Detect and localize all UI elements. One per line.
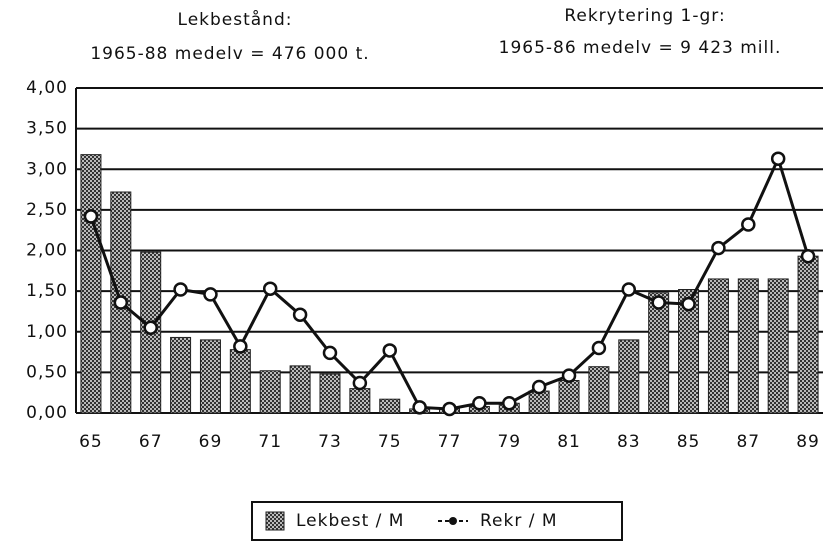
bar	[618, 339, 640, 414]
bar	[379, 398, 401, 414]
bar	[588, 366, 610, 414]
marker	[621, 282, 637, 297]
marker	[382, 343, 397, 358]
bar	[767, 278, 789, 414]
x-tick-label: 79	[497, 432, 521, 452]
marker	[651, 295, 666, 310]
marker	[442, 401, 457, 417]
bar	[319, 373, 341, 414]
x-tick-label: 75	[378, 432, 402, 452]
x-tick-label: 77	[438, 432, 462, 452]
bar	[528, 390, 550, 414]
x-tick-label: 65	[79, 432, 103, 452]
x-tick-label: 85	[677, 432, 701, 452]
bar	[229, 349, 251, 414]
x-tick-label: 71	[258, 432, 282, 452]
marker	[113, 295, 129, 310]
marker	[681, 296, 696, 312]
x-tick-label: 67	[139, 432, 163, 452]
bar	[199, 339, 221, 414]
marker	[292, 307, 308, 322]
marker	[770, 151, 786, 166]
bar	[170, 336, 192, 414]
annotation: Lekbestånd:	[178, 9, 293, 30]
bar	[349, 388, 371, 414]
legend-swatch	[449, 517, 457, 525]
x-tick-label: 89	[796, 432, 820, 452]
y-tick-label: 1,00	[26, 322, 68, 342]
bar	[648, 292, 670, 414]
annotation: 1965-88 medelv = 476 000 t.	[90, 44, 369, 64]
bar	[289, 365, 311, 414]
y-tick-label: 3,00	[26, 159, 68, 179]
y-tick-label: 0,00	[26, 403, 68, 423]
marker	[591, 340, 607, 356]
bar	[558, 380, 580, 414]
bar	[707, 278, 729, 414]
bar	[797, 255, 819, 414]
marker	[233, 339, 248, 354]
marker	[203, 287, 218, 302]
annotation: Rekrytering 1-gr:	[564, 6, 725, 26]
marker	[83, 209, 99, 224]
bar	[80, 154, 102, 414]
marker	[262, 281, 278, 296]
bar	[678, 289, 700, 414]
marker	[711, 240, 726, 256]
y-tick-label: 2,50	[26, 200, 68, 220]
legend-label: Lekbest / M	[296, 511, 404, 531]
y-tick-label: 4,00	[26, 78, 68, 98]
marker	[502, 396, 517, 411]
x-tick-label: 83	[617, 432, 641, 452]
bar	[259, 370, 281, 414]
legend-box	[251, 501, 623, 541]
x-tick-label: 73	[318, 432, 342, 452]
y-tick-label: 0,50	[26, 362, 68, 382]
annotation: 1965-86 medelv = 9 423 mill.	[499, 38, 782, 58]
bar	[737, 278, 759, 414]
y-tick-label: 2,00	[26, 241, 68, 261]
marker	[143, 320, 158, 335]
legend-label: Rekr / M	[480, 511, 558, 531]
marker	[412, 400, 427, 415]
marker	[472, 396, 487, 411]
marker	[561, 368, 577, 383]
marker	[173, 282, 188, 297]
marker	[352, 375, 368, 391]
x-tick-label: 69	[199, 432, 223, 452]
y-tick-label: 3,50	[26, 119, 68, 139]
marker	[531, 379, 547, 395]
x-tick-label: 81	[557, 432, 581, 452]
legend-swatch	[265, 511, 285, 531]
x-tick-label: 87	[736, 432, 760, 452]
marker	[741, 217, 756, 232]
marker	[322, 345, 338, 361]
y-tick-label: 1,50	[26, 281, 68, 301]
marker	[800, 248, 816, 264]
